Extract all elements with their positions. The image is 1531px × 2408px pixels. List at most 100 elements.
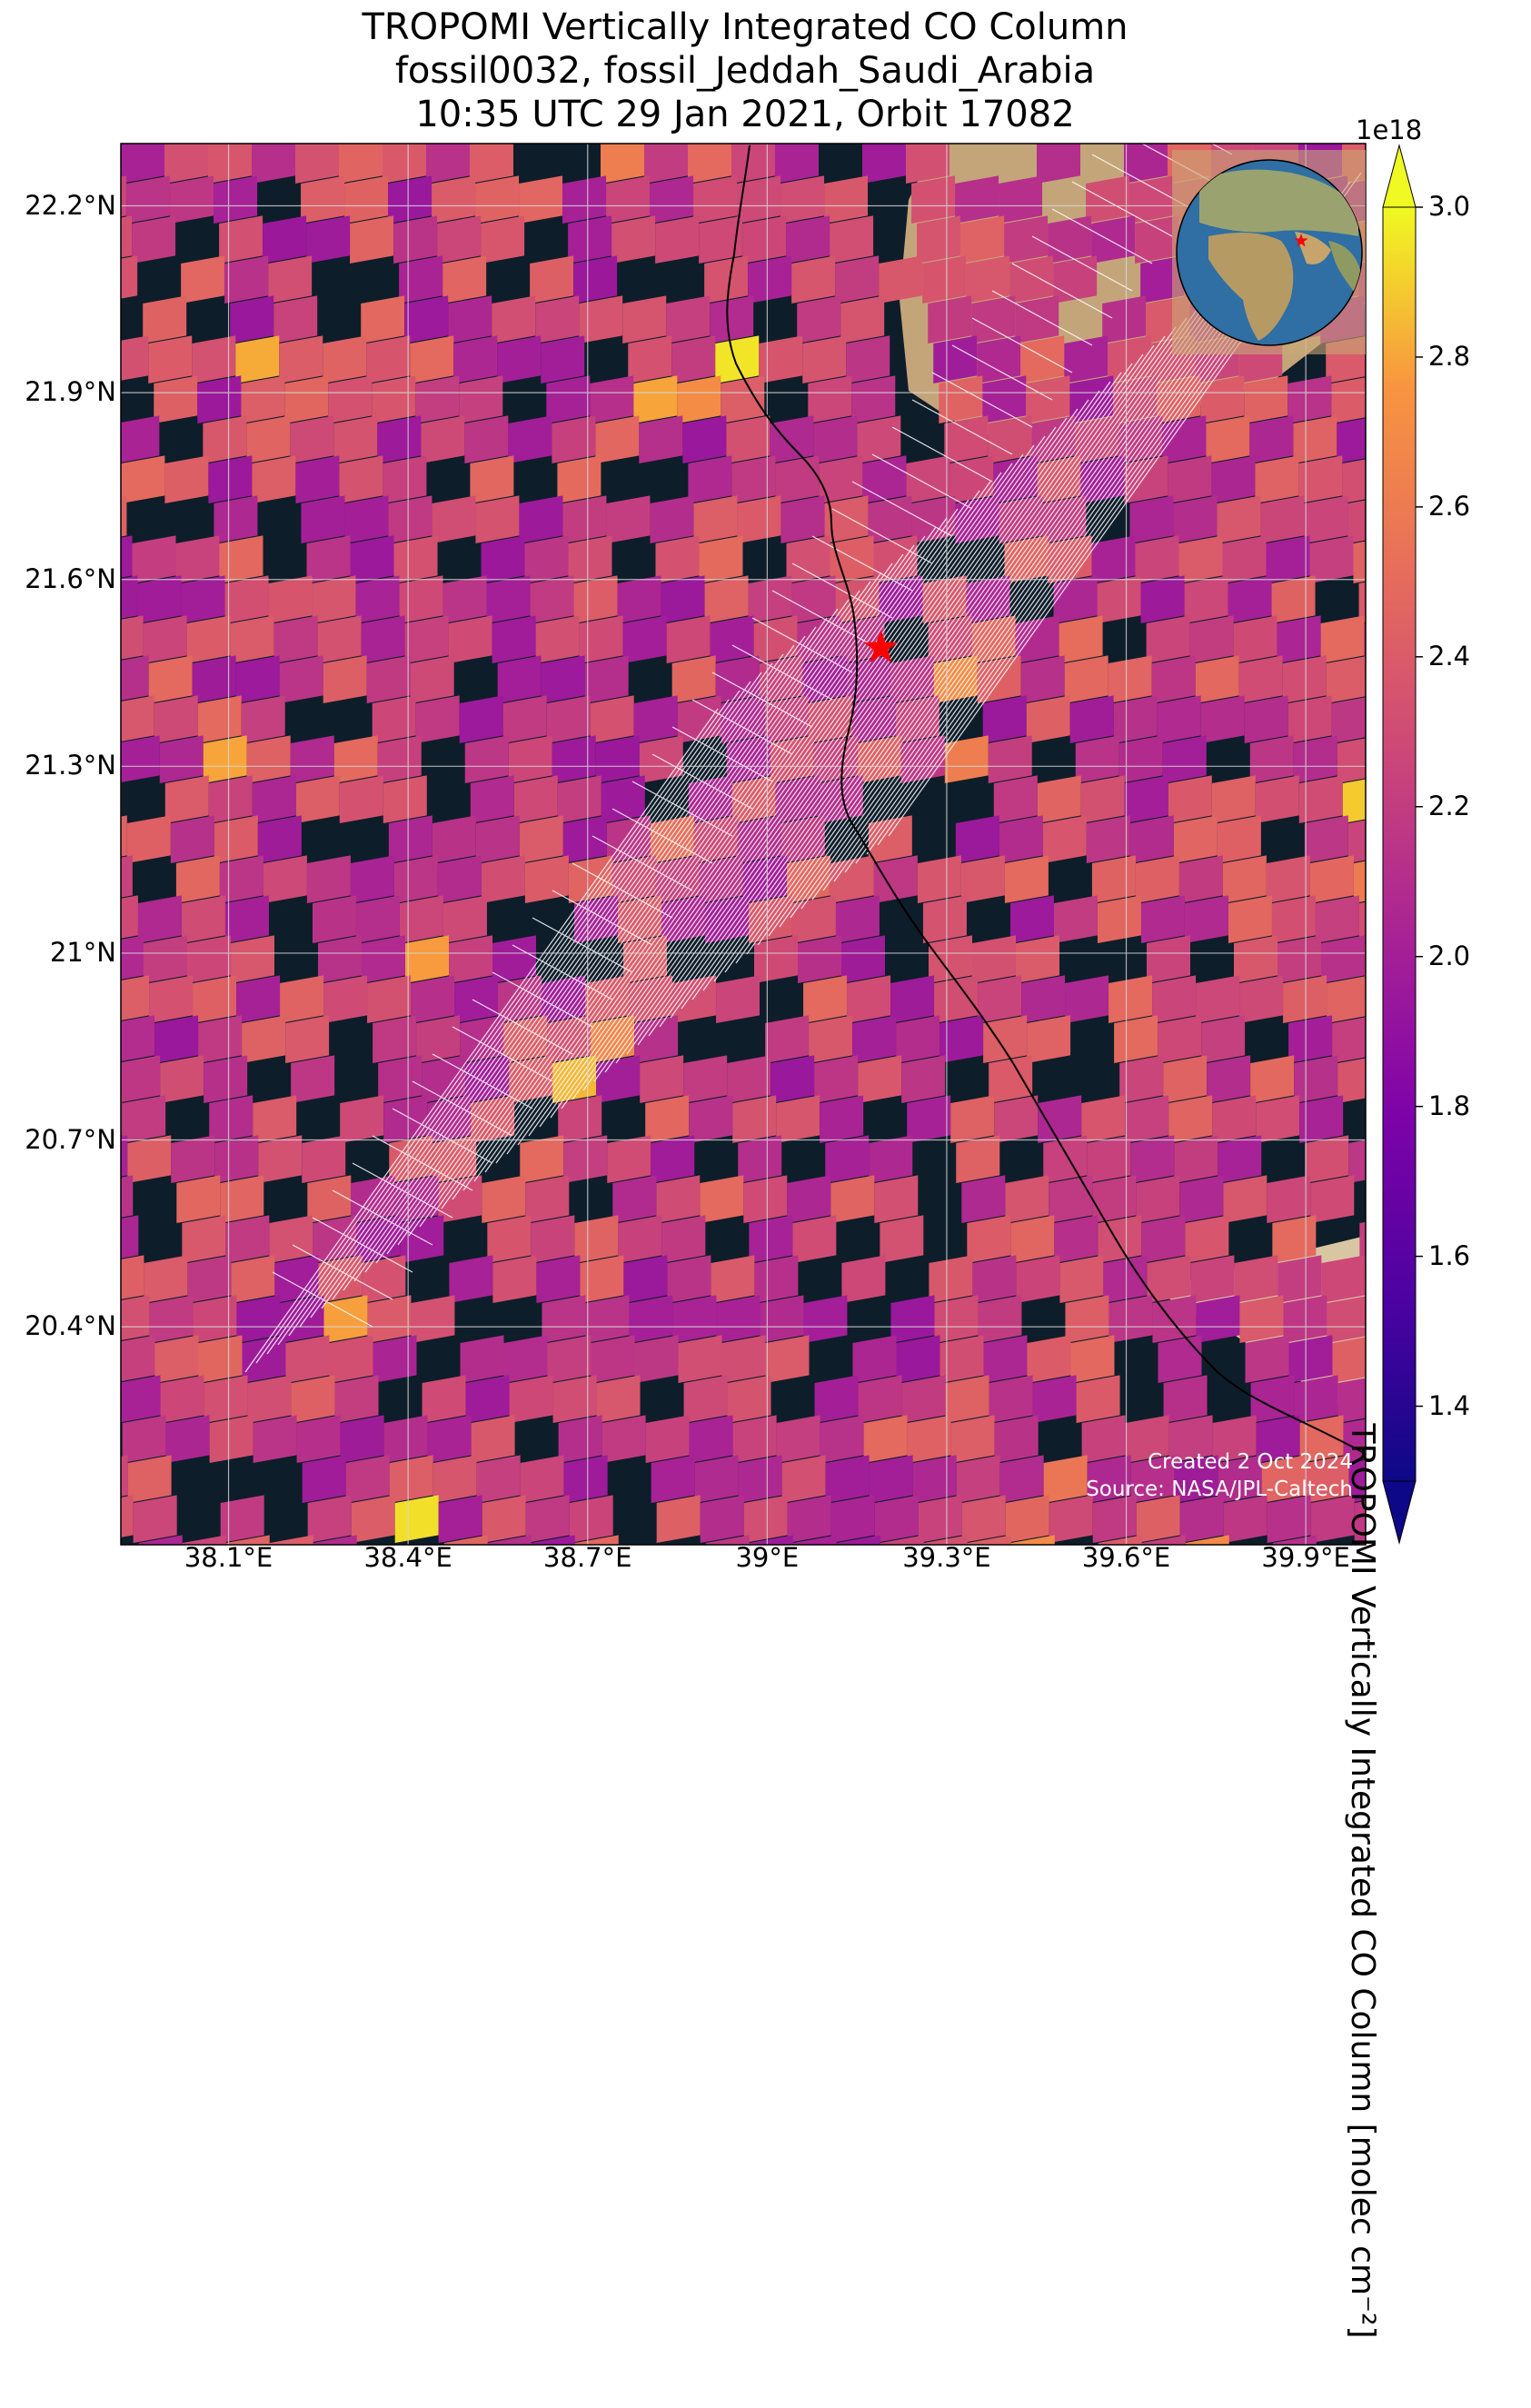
co-pixel [1267,855,1310,903]
co-pixel [1436,1135,1479,1183]
co-pixel [592,1335,635,1383]
co-pixel [482,855,525,903]
co-pixel [23,55,66,104]
co-pixel [110,55,154,104]
co-pixel [273,295,317,343]
co-pixel [684,1375,728,1423]
co-pixel [1272,1215,1316,1263]
co-pixel [780,175,824,224]
co-pixel [377,415,421,463]
co-pixel [857,95,900,144]
co-pixel [1201,1015,1245,1063]
co-pixel [405,935,449,983]
co-pixel [161,1375,204,1423]
co-pixel [1006,1495,1049,1543]
co-pixel [831,1495,875,1543]
co-pixel [231,615,274,663]
lat-tick-label: 21.3°N [7,750,116,781]
co-pixel [1268,1495,1311,1543]
co-pixel [404,295,448,343]
co-pixel [1098,895,1141,943]
co-pixel [88,215,132,264]
co-pixel [606,495,650,543]
co-pixel [301,495,344,543]
co-pixel [728,1375,771,1423]
co-pixel [962,1495,1006,1543]
co-pixel [492,1255,536,1303]
co-pixel [225,575,269,623]
lat-tick-label: 21°N [7,937,116,968]
co-pixel [1310,855,1354,903]
co-pixel [739,1455,782,1503]
co-pixel [1337,415,1380,463]
co-pixel [459,55,502,104]
co-pixel [749,575,792,623]
co-pixel [1501,1295,1531,1343]
co-pixel [351,535,394,583]
co-pixel [1316,895,1359,943]
co-pixel [323,335,366,383]
co-pixel [155,1335,199,1383]
co-pixel [988,95,1031,144]
co-pixel [548,1335,592,1383]
co-pixel [749,1215,792,1263]
co-pixel [286,1335,330,1383]
colorbar-tick-label: 2.4 [1428,641,1470,672]
credit-created: Created 2 Oct 2024 [1148,1450,1353,1474]
co-pixel [1289,1335,1333,1383]
co-pixel [2,1175,45,1223]
co-pixel [372,375,415,423]
co-pixel [492,615,536,663]
co-pixel [1420,1335,1464,1383]
co-pixel [535,295,579,343]
co-pixel [917,215,960,264]
co-pixel [144,1575,188,1588]
co-pixel [482,1495,526,1543]
co-pixel [450,1575,493,1588]
co-pixel [263,855,307,903]
co-pixel [726,95,770,144]
co-pixel [743,1175,787,1223]
co-pixel [955,175,999,224]
co-pixel [269,1215,313,1263]
co-pixel [105,655,149,703]
co-pixel [956,1135,999,1183]
co-pixel [1293,415,1337,463]
co-pixel [89,855,133,903]
co-pixel [442,255,486,303]
co-pixel [682,95,726,144]
co-pixel [930,1575,973,1588]
co-pixel [394,855,438,903]
co-pixel [1239,1295,1283,1343]
co-pixel [1009,255,1053,303]
co-pixel [74,1375,117,1423]
co-pixel [115,95,159,144]
co-pixel [1038,775,1081,823]
co-pixel [1441,855,1485,903]
co-pixel [677,55,721,104]
co-pixel [454,975,498,1023]
co-pixel [90,1495,134,1543]
co-pixel [176,535,220,583]
co-pixel [645,1095,689,1143]
co-pixel [639,415,682,463]
co-pixel [318,935,362,983]
co-pixel [852,1015,896,1063]
co-pixel [492,295,535,343]
co-pixel [472,1415,515,1463]
co-pixel [18,655,62,703]
co-pixel [105,975,149,1023]
co-pixel [149,655,193,703]
co-pixel [291,735,334,783]
co-pixel [51,1215,94,1263]
co-pixel [1332,1015,1376,1063]
co-pixel [895,55,939,104]
co-pixel [373,1015,416,1063]
co-pixel [1016,1255,1059,1303]
co-pixel [1337,735,1381,783]
co-pixel [2,855,45,903]
co-pixel [1168,1095,1212,1143]
co-pixel [1283,975,1327,1023]
co-pixel [1321,935,1365,983]
co-pixel [1200,55,1244,104]
